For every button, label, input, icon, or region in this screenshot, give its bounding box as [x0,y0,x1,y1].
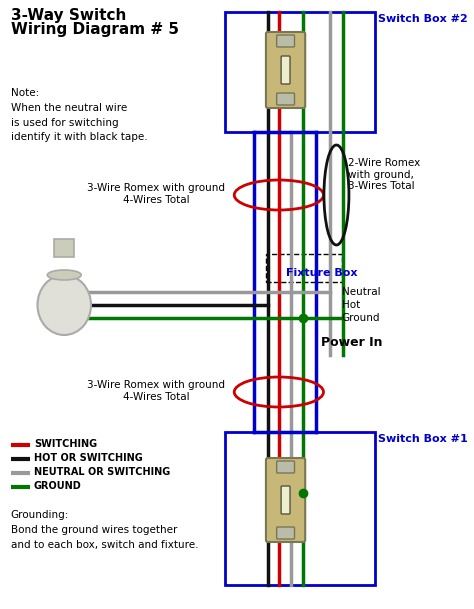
Bar [225,432,375,585]
FancyBboxPatch shape [281,486,290,514]
Text: GROUND: GROUND [34,481,82,491]
Text: Neutral: Neutral [342,287,381,297]
FancyBboxPatch shape [277,35,294,47]
FancyBboxPatch shape [277,527,294,539]
Text: Power In: Power In [321,336,383,349]
FancyBboxPatch shape [277,461,294,473]
Text: 3-Way Switch: 3-Way Switch [11,8,126,23]
Text: Grounding:
Bond the ground wires together
and to each box, switch and fixture.: Grounding: Bond the ground wires togethe… [11,510,198,549]
Text: NEUTRAL OR SWITCHING: NEUTRAL OR SWITCHING [34,467,170,477]
FancyBboxPatch shape [281,56,290,84]
FancyBboxPatch shape [266,32,305,108]
Text: 3-Wire Romex with ground
4-Wires Total: 3-Wire Romex with ground 4-Wires Total [87,183,225,205]
Bar [225,12,375,132]
Text: Ground: Ground [342,313,380,323]
Text: Wiring Diagram # 5: Wiring Diagram # 5 [11,22,179,37]
Bar [55,239,74,257]
Text: HOT OR SWITCHING: HOT OR SWITCHING [34,453,143,463]
Text: Switch Box #1: Switch Box #1 [378,434,468,444]
Circle shape [37,275,91,335]
Ellipse shape [47,270,81,280]
FancyBboxPatch shape [266,458,305,542]
Bar [266,254,342,282]
Text: SWITCHING: SWITCHING [34,439,97,449]
Text: Switch Box #2: Switch Box #2 [378,14,468,24]
Text: 2-Wire Romex
with ground,
3-Wires Total: 2-Wire Romex with ground, 3-Wires Total [348,158,420,191]
Text: 3-Wire Romex with ground
4-Wires Total: 3-Wire Romex with ground 4-Wires Total [87,380,225,401]
FancyBboxPatch shape [277,93,294,105]
Text: Hot: Hot [342,300,360,310]
Text: Note:
When the neutral wire
is used for switching
identify it with black tape.: Note: When the neutral wire is used for … [11,88,147,143]
Text: Fixture Box: Fixture Box [285,268,357,278]
